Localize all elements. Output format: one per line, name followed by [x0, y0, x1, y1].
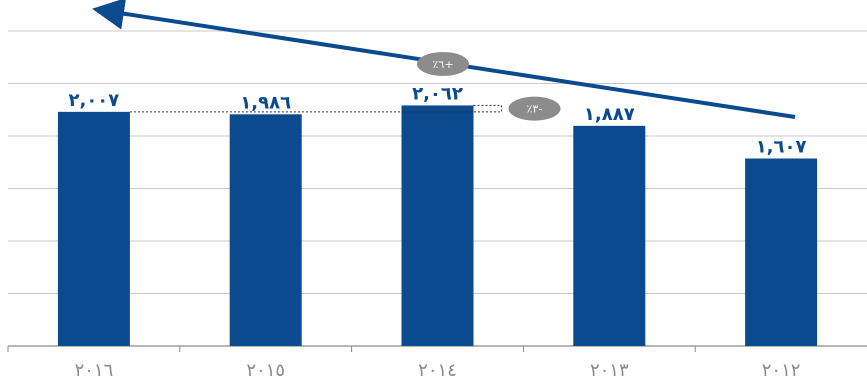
bar: [401, 105, 474, 346]
annotation-badges: ٪٣- ٪٦+: [417, 52, 561, 121]
data-labels: ٢,٠٠٧ ١,٩٨٦ ٢,٠٦٢ ١,٨٨٧ ١,٦٠٧: [69, 83, 807, 157]
bar: [745, 158, 818, 346]
badge-background: [508, 96, 561, 121]
reference-line: [129, 104, 502, 113]
badge-label: ٪٦+: [432, 58, 453, 71]
data-label: ٢,٠٠٧: [69, 90, 120, 111]
data-label: ١,٩٨٦: [240, 92, 291, 113]
bar: [573, 125, 646, 346]
x-tick-label: ٢٠١٤: [418, 360, 457, 381]
data-label: ٢,٠٦٢: [412, 83, 463, 104]
x-tick-label: ٢٠١٦: [75, 360, 114, 381]
growth-badge: ٪٦+: [417, 52, 469, 76]
difference-badge: ٪٣-: [508, 96, 561, 121]
data-label: ١,٨٨٧: [584, 104, 635, 125]
x-tick-label: ٢٠١٥: [246, 360, 285, 381]
data-label: ١,٦٠٧: [756, 137, 807, 158]
x-tick-labels: ٢٠١٦ ٢٠١٥ ٢٠١٤ ٢٠١٣ ٢٠١٢: [75, 360, 801, 381]
bar: [229, 114, 302, 346]
bars: [57, 105, 818, 346]
x-tick-label: ٢٠١٢: [762, 360, 801, 381]
badge-background: [417, 52, 469, 76]
badge-label: ٪٣-: [527, 103, 543, 116]
x-tick-label: ٢٠١٣: [590, 360, 629, 381]
bar: [57, 111, 130, 346]
